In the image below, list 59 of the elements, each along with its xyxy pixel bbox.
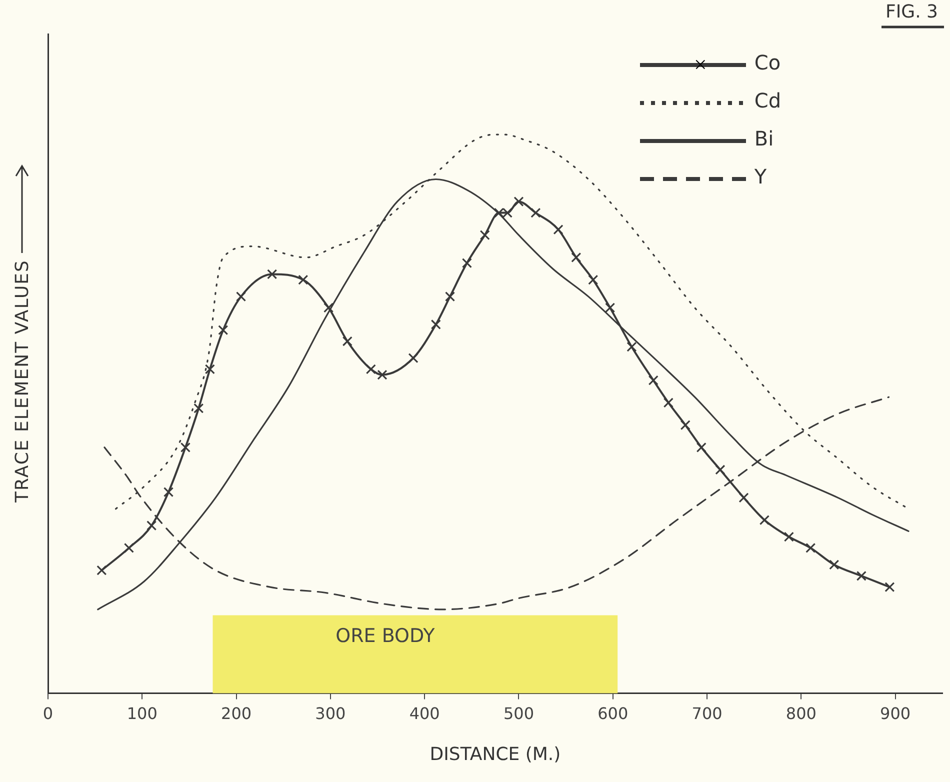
point — [571, 252, 582, 262]
x-tick-label: 300 — [315, 704, 346, 723]
legend-label: Bi — [754, 126, 774, 151]
point — [738, 492, 749, 503]
point — [236, 292, 246, 302]
point — [884, 582, 895, 592]
point — [124, 542, 134, 553]
point — [430, 319, 441, 330]
point — [759, 514, 770, 526]
point — [324, 302, 334, 313]
x-tick-label: 700 — [692, 704, 722, 723]
point — [267, 269, 278, 280]
point — [342, 336, 352, 346]
point — [194, 403, 204, 414]
point — [648, 375, 658, 386]
point — [663, 398, 674, 408]
legend-label: Cd — [754, 88, 782, 113]
point — [680, 420, 690, 430]
x-tick-label: 0 — [42, 704, 54, 723]
x-tick-label: 200 — [221, 704, 252, 723]
point — [502, 208, 512, 218]
point — [514, 196, 524, 207]
x-tick-label: 500 — [503, 704, 534, 723]
point — [366, 364, 376, 374]
x-tick-label: 800 — [786, 704, 816, 723]
point — [204, 364, 215, 374]
point — [408, 352, 418, 364]
point — [806, 542, 816, 553]
point — [377, 370, 388, 380]
point — [163, 487, 174, 498]
point — [180, 442, 190, 452]
y-axis-title: TRACE ELEMENT VALUES — [12, 260, 32, 502]
point — [696, 442, 706, 452]
point — [588, 274, 598, 285]
point — [444, 292, 456, 302]
point — [298, 274, 308, 285]
point — [480, 230, 490, 240]
point — [784, 532, 794, 542]
point — [856, 570, 866, 581]
point — [829, 560, 840, 570]
point — [553, 224, 564, 235]
point — [494, 208, 504, 218]
x-tick-label: 900 — [880, 704, 911, 723]
point — [218, 325, 228, 336]
legend-label: Y — [753, 164, 768, 189]
x-tick-label: 400 — [409, 704, 440, 723]
x-tick-label: 100 — [126, 704, 158, 723]
x-axis-title: DISTANCE (M.) — [430, 744, 561, 765]
band-label: ORE BODY — [336, 625, 436, 648]
point — [626, 342, 637, 352]
point — [96, 565, 107, 576]
point — [146, 520, 157, 531]
legend-label: Co — [754, 50, 781, 75]
point — [715, 464, 726, 475]
point — [605, 302, 616, 313]
point — [462, 258, 472, 268]
x-tick-label: 600 — [598, 704, 628, 723]
chart-title: FIG. 3 — [885, 2, 938, 23]
point — [530, 208, 541, 218]
